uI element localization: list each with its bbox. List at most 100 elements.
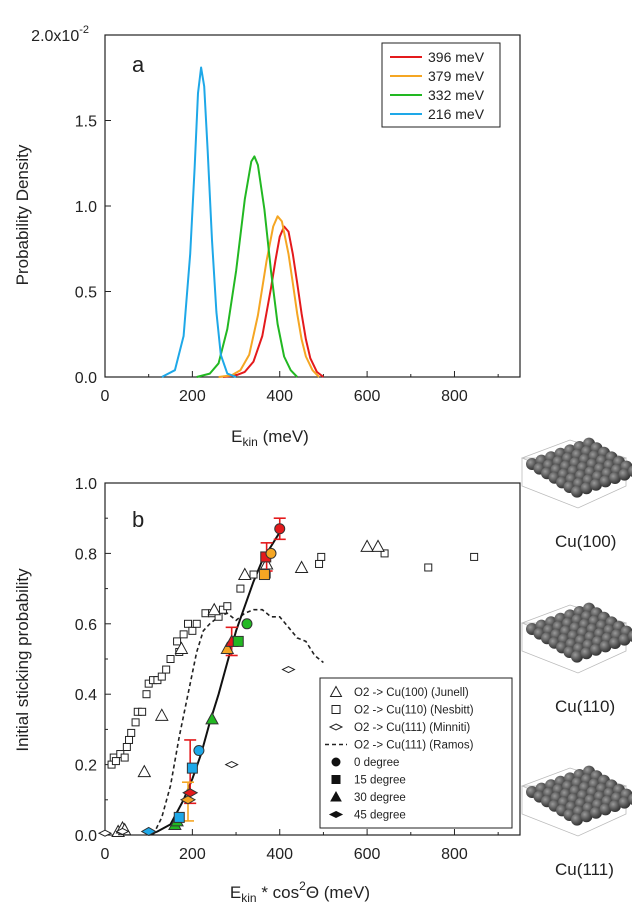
panel-a-axes: 0 200 400 600 800 0.0 0.5 1.0 1.5 2.0x10-2 [31, 24, 499, 405]
legend-filled-square [331, 775, 341, 784]
legend-label: O2 -> Cu(111) (Ramos) [354, 740, 474, 752]
panel-a-x-tick-label: 600 [354, 388, 381, 405]
series-line-396-meV [222, 225, 325, 378]
nesbitt-square-point [424, 563, 433, 572]
nesbitt-square-point [188, 626, 197, 635]
copper-atom [590, 478, 602, 491]
nesbitt-square-point [236, 584, 245, 593]
cluster-cu111-image [520, 765, 632, 837]
copper-atom [628, 465, 632, 477]
nesbitt-square-point [157, 672, 166, 681]
junell-triangle-point [294, 560, 309, 573]
panel-a: a 0 200 400 600 800 0.0 0.5 1.0 1.5 2.0x10-2 Prob… [13, 24, 521, 449]
legend-label: O2 -> Cu(110) (Nesbitt) [354, 705, 474, 717]
measured-square-point [173, 811, 185, 823]
copper-atom [571, 650, 583, 663]
panel-a-y-tick-label: 1.0 [75, 199, 97, 216]
nesbitt-square-point [138, 707, 147, 716]
panel-a-label: a [132, 52, 145, 77]
panel-a-y-axis-label: Probability Density [13, 144, 32, 285]
nesbitt-square-point [192, 619, 201, 628]
panel-a-y-tick-label: 2.0x10-2 [31, 24, 89, 45]
legend-open-diamond [328, 723, 344, 731]
measured-square-point [186, 762, 198, 774]
measured-diamond-point [140, 826, 157, 837]
series-line-332-meV [196, 155, 298, 378]
copper-atom [618, 633, 631, 646]
measured-diamond-point [179, 795, 197, 805]
legend-label: 0 degree [354, 757, 399, 769]
series-line-379-meV [218, 215, 320, 378]
legend-label: 379 meV [428, 68, 485, 84]
panel-a-x-axis-label-main: E [231, 427, 242, 446]
copper-atom [628, 793, 632, 805]
panel-b-y-tick-label: 1.0 [75, 476, 97, 493]
legend-label: 216 meV [428, 106, 485, 122]
cluster-label-cu100: Cu(100) [555, 532, 617, 551]
panel-b-x-axis-label-sup: 2 [299, 879, 306, 893]
copper-atom [571, 813, 583, 826]
panel-b-y-tick-label: 0.4 [75, 687, 97, 704]
legend-label: 332 meV [428, 87, 485, 103]
cluster-label-cu111: Cu(111) [555, 860, 614, 879]
panel-a-y-exponent: -2 [79, 24, 89, 36]
copper-atom [618, 796, 631, 809]
measured-circle-point [193, 745, 205, 757]
measured-diamond-point [182, 788, 199, 798]
panel-b-legend-box [319, 677, 513, 829]
junell-triangle-point [137, 764, 152, 778]
panel-a-series [161, 66, 325, 378]
legend-label: 15 degree [354, 775, 406, 787]
legend-filled-diamond [328, 810, 344, 819]
measured-circle-point [274, 523, 286, 535]
panel-a-y-tick-label: 0.5 [75, 285, 97, 302]
junell-triangle-point [154, 708, 169, 721]
nesbitt-square-point [122, 743, 131, 751]
panel-a-x-tick-label: 800 [441, 388, 468, 405]
measured-square-point [258, 569, 270, 581]
legend-label: O2 -> Cu(100) (Junell) [354, 687, 469, 699]
legend-label: 30 degree [354, 792, 406, 804]
copper-atom [618, 468, 631, 481]
panel-b-y-tick-label: 0.6 [75, 617, 97, 634]
panel-b-x-axis-label-end: Θ (meV) [306, 883, 370, 902]
nesbitt-square-point [131, 718, 140, 727]
panel-a-x-axis-label: Ekin (meV) [231, 427, 309, 449]
copper-atom [580, 482, 593, 495]
nesbitt-square-point [470, 552, 479, 561]
nesbitt-square-point [315, 559, 324, 568]
nesbitt-square-point [111, 757, 120, 766]
minniti-diamond-point [115, 827, 130, 836]
panel-b-y-axis-label: Initial sticking probability [13, 568, 32, 752]
panel-b: b 0 200 400 600 800 0.0 0.2 0.4 0.6 0.8 1.0 Initia… [13, 476, 521, 905]
copper-atom [590, 806, 602, 819]
panel-a-x-axis-label-sub: kin [243, 435, 258, 449]
panel-a-x-axis-label-unit: (meV) [258, 427, 309, 446]
panel-a-y-tick-label: 0.0 [75, 370, 97, 387]
nesbitt-square-point [201, 609, 210, 618]
junell-triangle-point [371, 539, 385, 552]
ramos-dashed-line [152, 608, 324, 836]
copper-atom [609, 637, 621, 649]
copper-atom [609, 472, 621, 484]
junell-triangle-point [237, 567, 252, 581]
nesbitt-square-point [223, 602, 232, 611]
nesbitt-square-point [166, 655, 175, 663]
panel-b-x-tick-label: 600 [354, 846, 381, 863]
junell-triangle-point [174, 641, 189, 654]
minniti-diamond-point [224, 761, 239, 769]
panel-b-x-axis-label-sub: kin [241, 891, 256, 905]
measured-circle-point [241, 618, 253, 630]
copper-atom [580, 810, 593, 823]
nesbitt-square-point [162, 665, 171, 674]
panel-b-y-tick-label: 0.8 [75, 546, 97, 563]
copper-atom [609, 800, 621, 812]
panel-a-x-tick-label: 400 [266, 388, 293, 405]
legend-open-triangle [329, 685, 343, 697]
nesbitt-square-point [249, 570, 258, 579]
legend-open-square [331, 705, 341, 714]
legend-filled-circle [331, 757, 341, 767]
nesbitt-square-point [173, 637, 182, 646]
panel-b-x-tick-label: 0 [101, 846, 110, 863]
